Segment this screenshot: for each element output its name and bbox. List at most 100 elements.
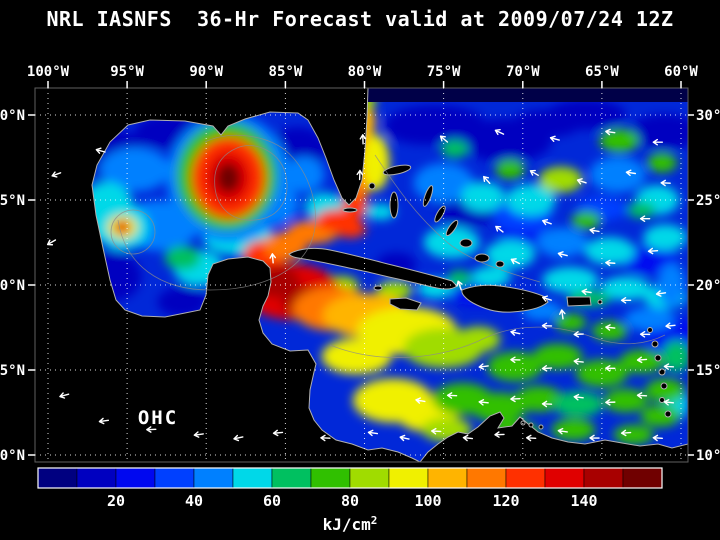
lon-tick-label: 85°W (269, 64, 303, 80)
colorbar-frame (37, 467, 663, 489)
land-bonaire (538, 424, 544, 430)
lon-tick-label: 80°W (348, 64, 382, 80)
heat-blob (584, 237, 635, 265)
current-arrow (589, 434, 600, 442)
contour-caribbean (329, 326, 666, 358)
heat-blob (334, 219, 367, 238)
colorbar-segment (310, 467, 351, 489)
current-arrow (46, 239, 57, 246)
figure-title: NRL IASNFS 36-Hr Forecast valid at 2009/… (46, 7, 674, 31)
current-arrow (660, 179, 671, 187)
colorbar-tick-label: 80 (341, 492, 359, 510)
heat-blob (513, 385, 564, 412)
land-grenada (664, 410, 672, 418)
heat-blob (384, 112, 465, 145)
colorbar-segment (622, 467, 663, 489)
land-cayman (373, 285, 383, 291)
current-arrow (639, 331, 651, 338)
heat-blob (157, 287, 208, 317)
heat-blob (100, 147, 170, 192)
current-arrow (542, 218, 552, 226)
lon-tick-label: 65°W (585, 64, 619, 80)
heat-blob (376, 281, 413, 300)
lat-tick-label-right: 30°N (696, 108, 720, 124)
current-arrow (605, 324, 616, 331)
contour-gulf-basin (117, 134, 316, 291)
current-arrow (541, 322, 553, 330)
colorbar-segment (154, 467, 195, 489)
land-antigua (647, 327, 653, 333)
heat-blob (643, 224, 688, 251)
current-arrow (620, 296, 632, 304)
land-florida-keys (342, 207, 358, 213)
land-cat-island (434, 205, 446, 223)
lon-tick-label: 90°W (189, 64, 223, 80)
current-arrow (193, 431, 204, 438)
colorbar-tick-label: 120 (492, 492, 519, 510)
current-arrow (636, 356, 648, 364)
current-arrow (529, 169, 539, 177)
current-arrow (59, 392, 70, 399)
land-dominica (654, 354, 662, 362)
lat-tick-label-right: 25°N (696, 193, 720, 209)
current-arrow (95, 147, 106, 154)
colorbar-segment (388, 467, 429, 489)
heat-blob (495, 159, 526, 180)
lat-tick-label-left: 20°N (0, 278, 25, 294)
colorbar-segment (544, 467, 585, 489)
heat-blob (114, 220, 131, 235)
current-arrow (559, 309, 566, 320)
land-turks (495, 260, 505, 268)
current-arrow (446, 392, 458, 399)
lat-tick-label-right: 20°N (696, 278, 720, 294)
current-arrow (647, 247, 659, 255)
colorbar-segment (349, 467, 390, 489)
current-arrow (541, 365, 553, 372)
heat-blob (532, 343, 583, 370)
current-arrow (359, 134, 367, 145)
bathymetry-contours (110, 134, 666, 358)
current-arrow (652, 434, 663, 442)
current-arrow (573, 358, 584, 365)
heat-blob (591, 320, 628, 341)
current-arrow (415, 397, 426, 404)
current-arrow (576, 178, 587, 185)
current-arrow (557, 251, 568, 258)
heat-blob (361, 134, 390, 191)
current-arrow (510, 329, 521, 336)
current-arrow (557, 427, 568, 435)
colorbar-tick-label: 60 (263, 492, 281, 510)
colorbar-segment (583, 467, 624, 489)
current-arrow (663, 363, 675, 370)
current-arrow (605, 128, 616, 136)
unit-base: kJ/cm (323, 515, 372, 534)
land-north-central-america (35, 88, 421, 462)
current-vectors (46, 128, 676, 442)
colorbar-tick-labels: 20 40 60 80 100 120 140 (107, 492, 598, 510)
heat-blob (600, 276, 651, 301)
lat-tick-label-right: 15°N (696, 363, 720, 379)
current-arrow (589, 227, 600, 234)
current-arrow (98, 417, 110, 425)
land-guadeloupe (651, 340, 659, 348)
land-virgin-islands (597, 299, 603, 305)
lat-tick-label-left: 10°N (0, 448, 25, 464)
colorbar-segment (505, 467, 546, 489)
heat-blob (630, 114, 688, 150)
heat-blob (647, 152, 677, 173)
colorbar-segment (466, 467, 507, 489)
heat-blob (645, 378, 686, 403)
land-cuba (288, 247, 458, 290)
heat-blob (321, 338, 392, 375)
colorbar-tick-label: 40 (185, 492, 203, 510)
heat-blob (511, 109, 582, 138)
heat-blob (537, 227, 588, 258)
land-eleuthera (422, 185, 434, 207)
current-arrow (652, 138, 663, 146)
current-arrow (51, 171, 62, 178)
current-arrow (581, 288, 592, 296)
current-arrow (526, 434, 537, 442)
colorbar-segment (76, 467, 117, 489)
current-arrow (620, 429, 632, 437)
